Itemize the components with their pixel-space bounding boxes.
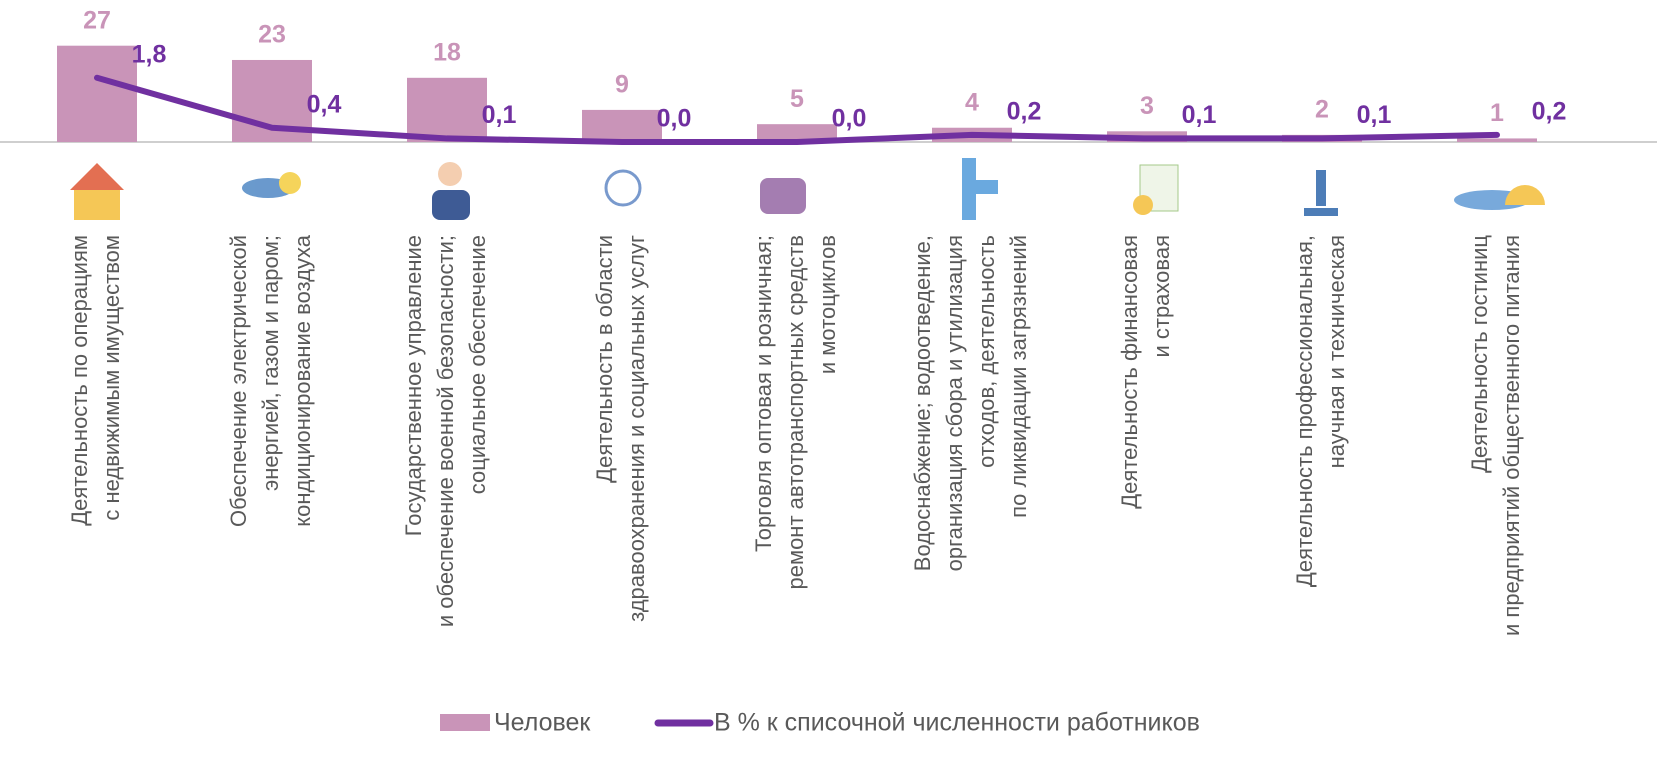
x-tick-label: здравоохранения и социальных услуг: [624, 235, 649, 622]
x-tick-label: и предприятий общественного питания: [1499, 235, 1524, 636]
data-label: 9: [615, 71, 629, 99]
data-label: 1,8: [132, 40, 167, 68]
legend-label: Человек: [494, 709, 591, 737]
x-tick-label: Деятельность гостиниц: [1467, 235, 1492, 473]
legend-swatch: [440, 714, 490, 731]
x-tick-label: кондиционирование воздуха: [290, 234, 315, 527]
icon-house: [70, 163, 124, 190]
data-label: 0,2: [1532, 97, 1567, 125]
bar: [407, 77, 487, 142]
x-tick-label: Государственное управление: [401, 235, 426, 536]
data-label: 0,1: [1357, 101, 1392, 129]
icon-food: [1505, 185, 1545, 205]
icon-health: [604, 169, 642, 207]
x-tick-label: Водоснабжение; водоотведение,: [910, 235, 935, 571]
x-tick-label: социальное обеспечение: [465, 235, 490, 494]
icon-person: [432, 190, 470, 220]
icon-water: [962, 158, 976, 220]
icon-finance: [1133, 195, 1153, 215]
x-tick-label: Обеспечение электрической: [226, 235, 251, 527]
x-tick-label: и страховая: [1149, 235, 1174, 358]
data-label: 23: [258, 21, 286, 49]
data-label: 5: [790, 85, 804, 113]
data-label: 0,0: [657, 105, 692, 133]
data-label: 27: [83, 6, 111, 34]
icon-person: [438, 162, 462, 186]
bar: [1457, 138, 1537, 142]
data-label: 4: [965, 88, 979, 116]
x-tick-label: Торговля оптовая и розничная;: [751, 235, 776, 552]
data-label: 0,0: [832, 105, 867, 133]
data-label: 0,1: [482, 101, 517, 129]
x-tick-label: и обеспечение военной безопасности;: [433, 235, 458, 627]
x-tick-label: организация сбора и утилизация: [942, 235, 967, 571]
bar: [757, 124, 837, 142]
x-tick-label: научная и техническая: [1324, 235, 1349, 468]
bar: [582, 109, 662, 142]
x-tick-label: Деятельность финансовая: [1117, 235, 1142, 509]
data-label: 0,2: [1007, 97, 1042, 125]
data-label: 3: [1140, 92, 1154, 120]
x-tick-label: ремонт автотранспортных средств: [783, 235, 808, 590]
icons: [70, 158, 1545, 220]
x-tick-label: Деятельность по операциям: [67, 235, 92, 526]
data-label: 1: [1490, 99, 1504, 127]
legend-label: В % к списочной численности работников: [714, 709, 1200, 737]
x-tick-label: Деятельность профессиональная,: [1292, 235, 1317, 587]
x-tick-label: и мотоциклов: [815, 235, 840, 374]
data-label: 0,4: [307, 90, 342, 118]
data-label: 18: [433, 38, 461, 66]
line: [94, 74, 1500, 145]
icon-microscope: [1316, 170, 1326, 206]
x-tick-label: отходов, деятельность: [974, 235, 999, 468]
x-tick-label: Деятельность в области: [592, 235, 617, 483]
icon-car: [760, 178, 806, 214]
data-label: 0,1: [1182, 101, 1217, 129]
x-tick-label: энергией, газом и паром;: [258, 235, 283, 491]
icon-house: [74, 190, 120, 220]
data-label: 2: [1315, 95, 1329, 123]
icon-water: [976, 180, 998, 194]
icon-microscope: [1304, 208, 1338, 216]
x-tick-label: с недвижимым имуществом: [99, 235, 124, 521]
icon-energy: [279, 172, 301, 194]
x-tick-label: по ликвидации загрязнений: [1006, 235, 1031, 518]
bar: [57, 45, 137, 143]
